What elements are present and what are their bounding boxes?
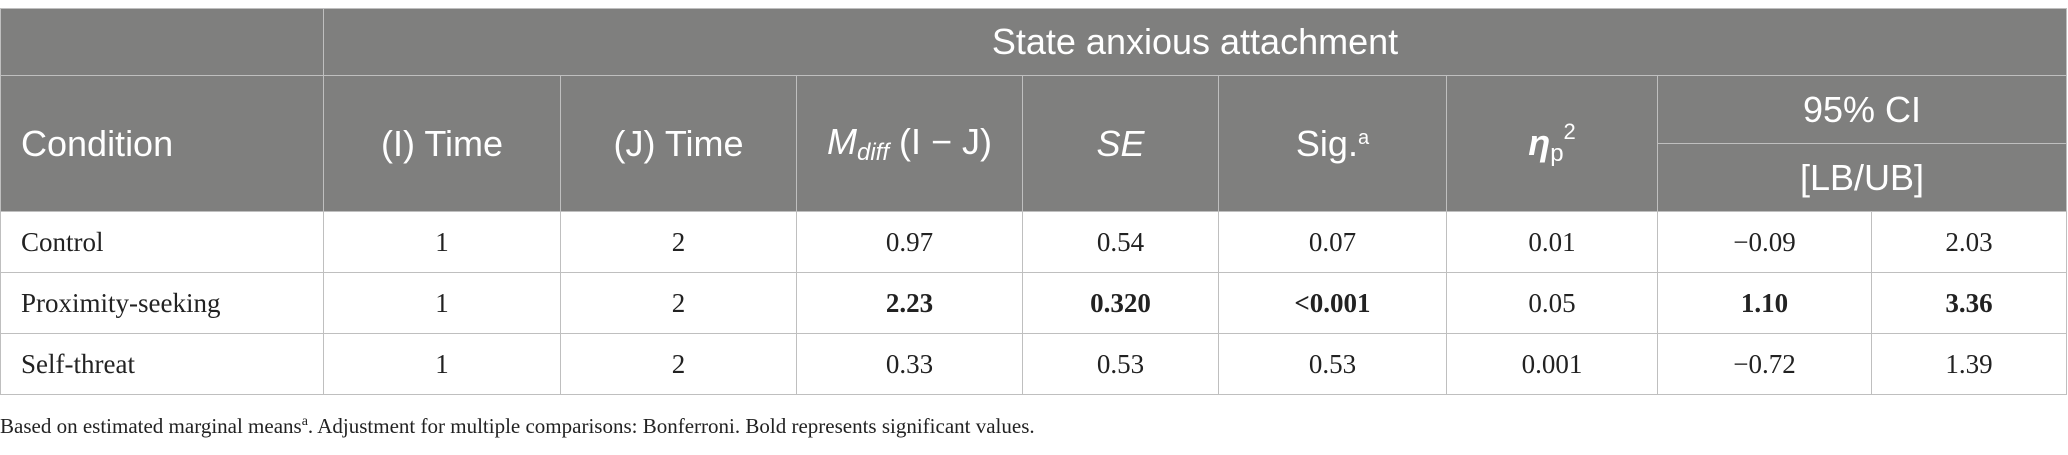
header-ci: 95% CI — [1657, 75, 2067, 144]
cell-se: 0.53 — [1022, 333, 1219, 395]
header-se: SE — [1022, 75, 1219, 212]
cell-ci-ub: 1.39 — [1871, 333, 2067, 395]
table-row: Self-threat 1 2 0.33 0.53 0.53 0.001 −0.… — [0, 333, 2067, 395]
cell-mdiff: 2.23 — [796, 272, 1023, 334]
cell-ci-lb: −0.09 — [1657, 211, 1872, 273]
footnote-text-start: Based on estimated marginal means — [0, 414, 302, 438]
header-empty-cell — [0, 8, 324, 76]
mdiff-symbol: M — [826, 120, 857, 162]
cell-i-time: 1 — [323, 211, 561, 273]
eta-subscript: p — [1550, 140, 1564, 167]
cell-ci-ub: 3.36 — [1871, 272, 2067, 334]
cell-i-time: 1 — [323, 333, 561, 395]
cell-sig: 0.53 — [1218, 333, 1447, 395]
cell-sig: 0.07 — [1218, 211, 1447, 273]
footnote-superscript: a — [301, 414, 308, 429]
cell-condition: Proximity-seeking — [0, 272, 324, 334]
footnote-text-end: . Adjustment for multiple comparisons: B… — [307, 414, 1035, 438]
cell-j-time: 2 — [560, 333, 797, 395]
results-table: State anxious attachment Condition (I) T… — [0, 8, 2067, 395]
sig-superscript: a — [1357, 126, 1370, 149]
cell-eta: 0.001 — [1446, 333, 1658, 395]
cell-ci-lb: −0.72 — [1657, 333, 1872, 395]
cell-se: 0.54 — [1022, 211, 1219, 273]
header-j-time: (J) Time — [560, 75, 797, 212]
cell-j-time: 2 — [560, 272, 797, 334]
mdiff-subscript: diff — [856, 138, 889, 166]
table-row: Control 1 2 0.97 0.54 0.07 0.01 −0.09 2.… — [0, 211, 2067, 273]
eta-symbol: η — [1528, 122, 1551, 163]
cell-ci-lb: 1.10 — [1657, 272, 1872, 334]
header-sig: Sig.a — [1218, 75, 1447, 212]
header-condition: Condition — [0, 75, 324, 212]
cell-i-time: 1 — [323, 272, 561, 334]
cell-ci-ub: 2.03 — [1871, 211, 2067, 273]
cell-eta: 0.01 — [1446, 211, 1658, 273]
header-ci-bounds: [LB/UB] — [1657, 143, 2067, 212]
cell-j-time: 2 — [560, 211, 797, 273]
cell-eta: 0.05 — [1446, 272, 1658, 334]
cell-mdiff: 0.33 — [796, 333, 1023, 395]
cell-condition: Self-threat — [0, 333, 324, 395]
table-footnote: Based on estimated marginal meansa. Adju… — [0, 414, 1035, 439]
table-row: Proximity-seeking 1 2 2.23 0.320 <0.001 … — [0, 272, 2067, 334]
eta-superscript: 2 — [1563, 119, 1576, 144]
header-mdiff: Mdiff (I − J) — [796, 75, 1023, 212]
header-i-time: (I) Time — [323, 75, 561, 212]
cell-sig: <0.001 — [1218, 272, 1447, 334]
mdiff-rest: (I − J) — [889, 120, 993, 162]
cell-mdiff: 0.97 — [796, 211, 1023, 273]
sig-label: Sig. — [1295, 122, 1358, 164]
header-eta: ηp2 — [1446, 75, 1658, 212]
cell-condition: Control — [0, 211, 324, 273]
group-header: State anxious attachment — [323, 8, 2067, 76]
cell-se: 0.320 — [1022, 272, 1219, 334]
